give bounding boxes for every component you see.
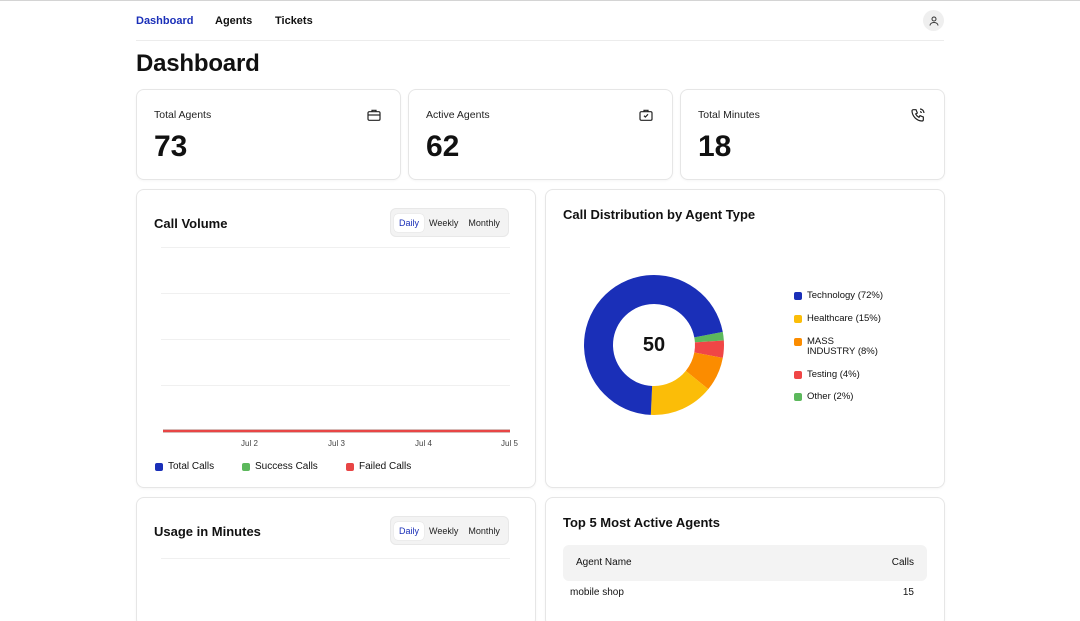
card-title: Call Distribution by Agent Type bbox=[563, 207, 756, 222]
x-tick-label: Jul 4 bbox=[415, 439, 432, 448]
legend-swatch bbox=[794, 371, 802, 379]
legend-swatch bbox=[794, 315, 802, 323]
top-agents-card: Top 5 Most Active Agents Agent Name Call… bbox=[545, 497, 945, 621]
nav-divider bbox=[136, 40, 944, 41]
top-nav: Dashboard Agents Tickets bbox=[136, 10, 944, 40]
page-title: Dashboard bbox=[136, 50, 260, 77]
nav-tickets[interactable]: Tickets bbox=[275, 15, 313, 27]
donut-chart bbox=[584, 275, 724, 415]
grid-line bbox=[161, 293, 510, 294]
top-border bbox=[0, 0, 1080, 1]
stat-card-total-agents: Total Agents 73 bbox=[136, 89, 401, 180]
stat-card-total-minutes: Total Minutes 18 bbox=[680, 89, 945, 180]
range-weekly[interactable]: Weekly bbox=[429, 525, 459, 536]
table-row[interactable]: mobile shop 15 bbox=[563, 582, 927, 604]
agent-name: mobile shop bbox=[570, 587, 624, 598]
user-icon bbox=[929, 16, 938, 26]
agent-calls: 15 bbox=[902, 587, 914, 598]
range-monthly[interactable]: Monthly bbox=[468, 525, 500, 536]
range-toggle: Daily Weekly Monthly bbox=[390, 208, 509, 237]
call-volume-chart bbox=[163, 429, 510, 433]
x-tick-label: Jul 5 bbox=[501, 439, 518, 448]
stat-title: Active Agents bbox=[426, 109, 490, 121]
donut-center-value: 50 bbox=[642, 334, 666, 356]
range-weekly[interactable]: Weekly bbox=[429, 217, 459, 228]
legend-swatch bbox=[155, 462, 163, 471]
legend-swatch bbox=[346, 462, 354, 471]
legend-other: Other (2%) bbox=[794, 392, 853, 402]
legend-swatch bbox=[794, 393, 802, 401]
briefcase-check-icon bbox=[639, 109, 653, 121]
slice-other[interactable] bbox=[694, 331, 724, 343]
grid-line bbox=[161, 385, 510, 386]
briefcase-icon bbox=[367, 109, 381, 121]
legend-swatch bbox=[794, 292, 802, 300]
legend-mass-industry: MASS INDUSTRY (8%) bbox=[794, 337, 884, 357]
card-title: Usage in Minutes bbox=[154, 524, 261, 539]
range-toggle: Daily Weekly Monthly bbox=[390, 516, 509, 545]
legend-success-calls: Success Calls bbox=[242, 461, 318, 472]
phone-call-icon bbox=[911, 108, 925, 122]
stat-title: Total Agents bbox=[154, 109, 212, 121]
range-monthly[interactable]: Monthly bbox=[468, 217, 500, 228]
slice-technology[interactable] bbox=[584, 275, 723, 415]
legend-technology: Technology (72%) bbox=[794, 291, 883, 301]
grid-line bbox=[161, 558, 510, 559]
stat-value: 18 bbox=[698, 130, 732, 163]
x-tick-label: Jul 3 bbox=[328, 439, 345, 448]
card-title: Call Volume bbox=[154, 216, 228, 231]
stat-title: Total Minutes bbox=[698, 109, 760, 121]
nav-agents[interactable]: Agents bbox=[215, 15, 253, 27]
x-tick-label: Jul 2 bbox=[241, 439, 258, 448]
legend-healthcare: Healthcare (15%) bbox=[794, 314, 881, 324]
range-daily[interactable]: Daily bbox=[394, 521, 425, 540]
legend-swatch bbox=[242, 462, 250, 471]
distribution-card: Call Distribution by Agent Type 50 Techn… bbox=[545, 189, 945, 488]
table-header: Agent Name Calls bbox=[563, 545, 927, 581]
stat-value: 62 bbox=[426, 130, 460, 163]
grid-line bbox=[161, 247, 510, 248]
column-header-agent-name: Agent Name bbox=[576, 557, 632, 568]
slice-testing[interactable] bbox=[694, 340, 724, 358]
legend-total-calls: Total Calls bbox=[155, 461, 214, 472]
legend-testing: Testing (4%) bbox=[794, 370, 860, 380]
stat-value: 73 bbox=[154, 130, 188, 163]
usage-card: Usage in Minutes Daily Weekly Monthly bbox=[136, 497, 536, 621]
call-volume-card: Call Volume Daily Weekly Monthly Jul 2 J… bbox=[136, 189, 536, 488]
range-daily[interactable]: Daily bbox=[394, 213, 425, 232]
slice-healthcare[interactable] bbox=[650, 370, 709, 415]
legend-failed-calls: Failed Calls bbox=[346, 461, 411, 472]
nav-dashboard[interactable]: Dashboard bbox=[136, 15, 194, 27]
stat-card-active-agents: Active Agents 62 bbox=[408, 89, 673, 180]
grid-line bbox=[161, 339, 510, 340]
card-title: Top 5 Most Active Agents bbox=[563, 515, 720, 530]
slice-mass-industry[interactable] bbox=[685, 352, 723, 390]
legend-swatch bbox=[794, 338, 802, 346]
avatar[interactable] bbox=[923, 10, 944, 31]
column-header-calls: Calls bbox=[891, 557, 914, 568]
